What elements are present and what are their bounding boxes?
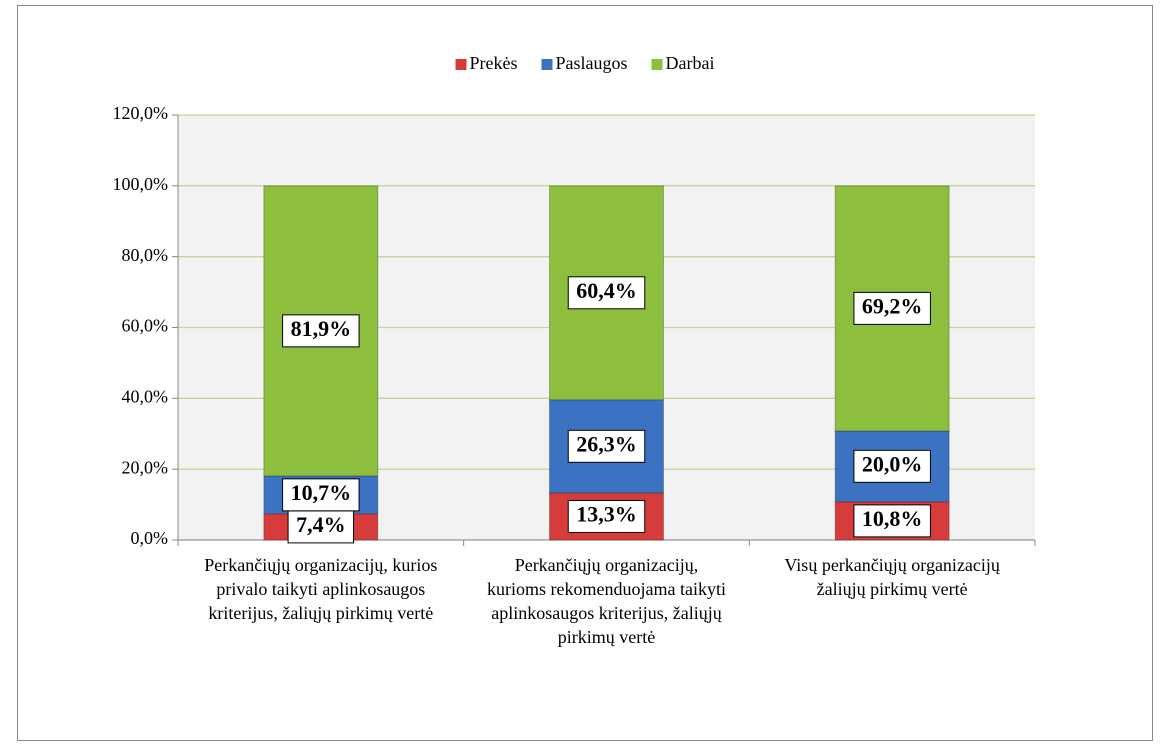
data-label-box (853, 449, 931, 483)
y-tick-label: 20,0% (122, 457, 169, 477)
data-label: 60,4% (576, 278, 637, 303)
data-label-box (567, 429, 646, 463)
x-tick-label: Perkančiųjų organizacijų, kurioms rekome… (487, 555, 726, 647)
data-label: 7,4% (296, 512, 346, 537)
y-tick-label: 120,0% (113, 103, 169, 123)
y-tick-label: 100,0% (113, 174, 169, 194)
data-label-box (567, 276, 646, 310)
data-label: 10,7% (291, 480, 352, 505)
data-label: 69,2% (862, 293, 923, 318)
y-tick-label: 0,0% (131, 528, 169, 548)
data-label: 81,9% (291, 316, 352, 341)
data-label: 13,3% (576, 501, 637, 526)
legend-marker (455, 59, 467, 70)
data-label: 26,3% (576, 431, 637, 456)
x-tick-label: Visų perkančiųjų organizacijų žaliųjų pi… (784, 555, 1000, 599)
data-label-box (282, 478, 360, 512)
data-label-box (853, 291, 931, 325)
legend-marker (651, 59, 663, 70)
data-label-box (567, 499, 646, 533)
data-label: 10,8% (862, 506, 923, 531)
data-label-box (282, 314, 360, 348)
x-tick-label: Perkančiųjų organizacijų, kurios privalo… (204, 555, 438, 623)
data-label: 20,0% (862, 451, 923, 476)
y-tick-label: 80,0% (122, 245, 169, 265)
legend-label: Prekės (470, 53, 518, 73)
y-tick-label: 40,0% (122, 386, 169, 406)
y-tick-label: 60,0% (122, 316, 169, 336)
data-label-box (287, 510, 355, 544)
data-label-box (853, 504, 931, 538)
legend-label: Paslaugos (556, 53, 628, 73)
legend-marker (541, 59, 553, 70)
legend-label: Darbai (666, 53, 715, 73)
